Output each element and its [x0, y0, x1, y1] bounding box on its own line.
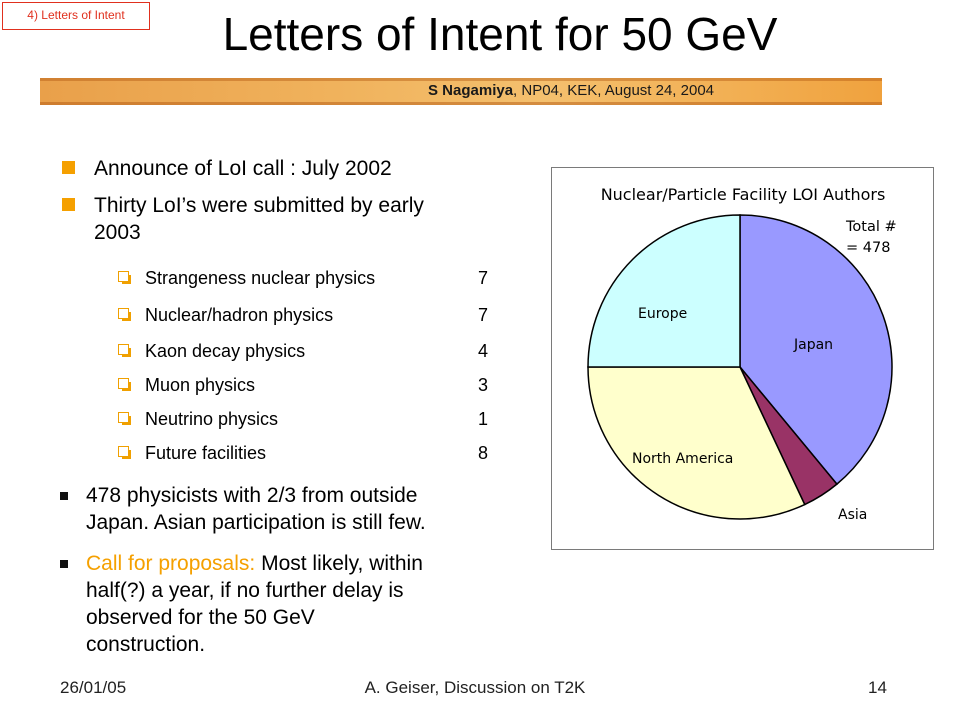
- category-count: 8: [478, 443, 489, 463]
- category-label: Muon physics: [145, 375, 256, 395]
- slice-label-asia: Asia: [838, 507, 867, 523]
- category-label: Kaon decay physics: [145, 341, 306, 361]
- category-count: 1: [478, 409, 489, 429]
- call-line3: observed for the 50 GeV: [86, 606, 315, 629]
- bullet-square-icon: [62, 161, 75, 174]
- checkbox-bullet-icon: [118, 344, 131, 357]
- category-label: Future facilities: [145, 443, 267, 463]
- category-count: 7: [478, 305, 489, 325]
- footer-page-number: 14: [868, 678, 887, 697]
- bullet-loi-submitted-line2: 2003: [94, 221, 141, 244]
- banner-text: S Nagamiya, NP04, KEK, August 24, 2004: [428, 81, 714, 101]
- pie-slice-north-america: [587, 366, 806, 520]
- pie-slice-japan: [739, 214, 893, 486]
- pie-chart: Nuclear/Particle Facility LOI Authors To…: [587, 185, 897, 523]
- call-line4: construction.: [86, 633, 206, 656]
- checkbox-bullet-icon: [118, 412, 131, 425]
- bullet-physicists-line1: 478 physicists with 2/3 from outside: [86, 484, 418, 507]
- bullet-loi-submitted-line1: Thirty LoI’s were submitted by early: [94, 194, 424, 217]
- call-line2: half(?) a year, if no further delay is: [86, 579, 404, 602]
- banner-author: S Nagamiya: [428, 82, 514, 99]
- bullet-physicists-line2: Japan. Asian participation is still few.: [86, 511, 426, 534]
- checkbox-bullet-icon: [118, 271, 131, 284]
- slice-label-japan: Japan: [793, 337, 833, 353]
- checkbox-bullet-icon: [118, 446, 131, 459]
- bullet-loi-submitted: Thirty LoI’s were submitted by early 200…: [60, 192, 530, 246]
- category-count: 3: [478, 375, 489, 395]
- section-tag: 4) Letters of Intent: [2, 2, 150, 30]
- slide-title: Letters of Intent for 50 GeV: [222, 8, 778, 60]
- chart-title: Nuclear/Particle Facility LOI Authors: [601, 185, 886, 204]
- checkbox-bullet-icon: [118, 308, 131, 321]
- bullet-loi-call-text: Announce of LoI call : July 2002: [94, 157, 392, 180]
- bullet-loi-call: Announce of LoI call : July 2002: [60, 155, 530, 182]
- bullet-square-icon: [62, 198, 75, 211]
- call-for-proposals-highlight: Call for proposals:: [86, 552, 256, 575]
- banner-details: , NP04, KEK, August 24, 2004: [513, 82, 715, 99]
- category-label: Neutrino physics: [145, 409, 279, 429]
- bullet-square-icon: [60, 492, 68, 500]
- bullet-call-for-proposals: Call for proposals: Most likely, within …: [60, 550, 556, 658]
- pie-slice-europe: [587, 214, 741, 368]
- slice-label-north-america: North America: [632, 451, 733, 467]
- bullet-physicists: 478 physicists with 2/3 from outside Jap…: [60, 482, 556, 536]
- bullet-square-icon: [60, 560, 68, 568]
- author-banner: S Nagamiya, NP04, KEK, August 24, 2004: [40, 78, 882, 105]
- category-label: Nuclear/hadron physics: [145, 305, 334, 325]
- bullet-list-top: Announce of LoI call : July 2002 Thirty …: [60, 155, 530, 256]
- pie-chart-panel: Nuclear/Particle Facility LOI Authors To…: [551, 167, 934, 550]
- slice-label-europe: Europe: [638, 306, 687, 322]
- category-count: 4: [478, 341, 489, 361]
- category-label: Strangeness nuclear physics: [145, 268, 376, 288]
- checkbox-bullet-icon: [118, 378, 131, 391]
- footer-center: A. Geiser, Discussion on T2K: [364, 678, 586, 697]
- call-line1-rest: Most likely, within: [255, 552, 423, 575]
- pie-slices: [587, 214, 893, 520]
- total-label-line1: Total #: [845, 219, 897, 235]
- pie-slice-labels: Japan Asia North America Europe: [632, 306, 867, 523]
- footer-date: 26/01/05: [60, 678, 127, 697]
- total-label-line2: = 478: [846, 240, 890, 256]
- category-count: 7: [478, 268, 489, 288]
